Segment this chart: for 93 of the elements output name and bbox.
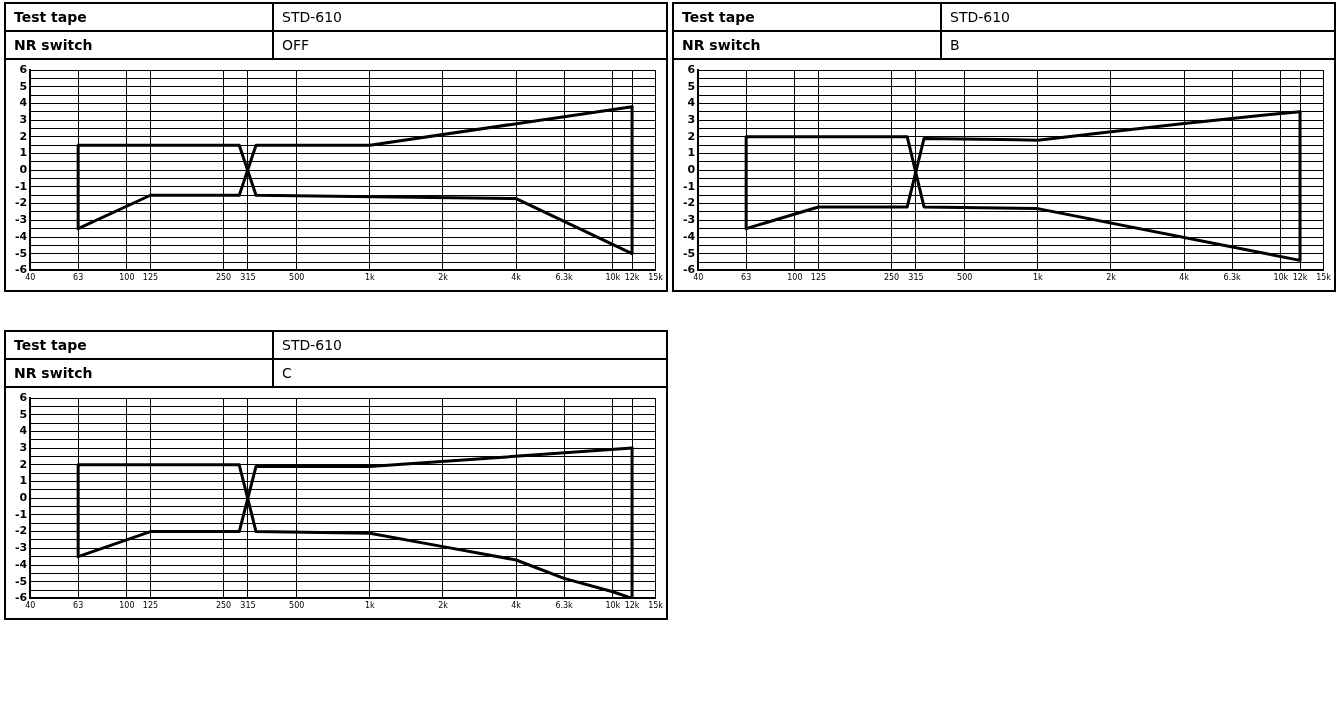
x-tick-label: 12k [624, 273, 640, 283]
y-tick-label: -4 [14, 229, 28, 243]
x-tick-label: 125 [142, 273, 159, 283]
x-tick-label: 63 [73, 601, 84, 611]
text: Test tape [674, 4, 941, 31]
x-tick-label: 40 [25, 273, 36, 283]
y-tick-label: 4 [19, 96, 28, 110]
x-tick-label: 1k [364, 601, 376, 611]
text: STD-610 [941, 4, 1334, 31]
x-tick-label: 100 [787, 273, 803, 283]
x-tick-label: 4k [511, 273, 522, 283]
y-tick-label: 3 [19, 440, 28, 454]
y-tick-label: 5 [19, 79, 28, 93]
x-tick-label: 500 [289, 601, 305, 611]
text: B [941, 31, 1334, 59]
y-tick-label: -5 [14, 574, 28, 588]
text: C [273, 359, 666, 387]
y-tick-label: 1 [19, 146, 28, 160]
x-tick-label: 100 [119, 601, 135, 611]
y-tick-label: 2 [19, 457, 28, 471]
text: NR switch [6, 31, 273, 59]
x-tick-label: 6.3k [555, 273, 574, 283]
y-tick-label: 2 [687, 129, 696, 143]
y-tick-label: 0 [19, 163, 28, 177]
x-tick-label: 2k [438, 601, 449, 611]
y-tick-label: 3 [19, 112, 28, 126]
x-tick-label: 40 [25, 601, 36, 611]
x-tick-label: 12k [1292, 273, 1308, 283]
x-tick-label: 250 [215, 601, 232, 611]
x-tick-label: 100 [119, 273, 135, 283]
x-tick-label: 1k [1032, 273, 1044, 283]
y-tick-label: -1 [14, 507, 28, 521]
x-tick-label: 15k [648, 273, 664, 283]
text: NR switch [674, 31, 941, 59]
y-tick-label: -1 [682, 179, 696, 193]
x-tick-label: 500 [289, 273, 305, 283]
y-tick-label: -3 [14, 213, 28, 227]
y-tick-label: -6 [682, 263, 696, 277]
y-tick-label: -2 [682, 196, 696, 210]
x-tick-label: 12k [624, 601, 640, 611]
y-tick-label: 6 [687, 62, 696, 76]
y-tick-label: 6 [19, 62, 28, 76]
x-tick-label: 10k [605, 273, 621, 283]
y-tick-label: -2 [14, 524, 28, 538]
y-tick-label: -3 [682, 213, 696, 227]
y-tick-label: 0 [687, 163, 696, 177]
x-tick-label: 15k [1316, 273, 1332, 283]
x-tick-label: 63 [73, 273, 84, 283]
x-tick-label: 1k [364, 273, 376, 283]
x-tick-label: 6.3k [555, 601, 574, 611]
y-tick-label: -6 [14, 591, 28, 605]
x-tick-label: 250 [883, 273, 900, 283]
y-tick-label: -1 [14, 179, 28, 193]
y-tick-label: 3 [687, 112, 696, 126]
x-tick-label: 4k [511, 601, 522, 611]
y-tick-label: -6 [14, 263, 28, 277]
y-tick-label: -4 [682, 229, 696, 243]
y-tick-label: -4 [14, 557, 28, 571]
x-tick-label: 63 [741, 273, 752, 283]
x-tick-label: 315 [240, 273, 256, 283]
y-tick-label: 4 [19, 424, 28, 438]
x-tick-label: 40 [693, 273, 704, 283]
y-tick-label: 4 [687, 96, 696, 110]
y-tick-label: 5 [19, 407, 28, 421]
text: Test tape [6, 4, 273, 31]
text: STD-610 [273, 4, 666, 31]
x-tick-label: 10k [1273, 273, 1289, 283]
x-tick-label: 500 [957, 273, 973, 283]
y-tick-label: -5 [682, 246, 696, 260]
y-tick-label: -3 [14, 541, 28, 555]
y-tick-label: 1 [687, 146, 696, 160]
y-tick-label: 2 [19, 129, 28, 143]
x-tick-label: 2k [438, 273, 449, 283]
text: Test tape [6, 332, 273, 359]
x-tick-label: 315 [240, 601, 256, 611]
x-tick-label: 4k [1179, 273, 1190, 283]
x-tick-label: 125 [810, 273, 827, 283]
y-tick-label: -5 [14, 246, 28, 260]
text: NR switch [6, 359, 273, 387]
y-tick-label: 1 [19, 474, 28, 488]
y-tick-label: 6 [19, 390, 28, 404]
x-tick-label: 125 [142, 601, 159, 611]
x-tick-label: 2k [1106, 273, 1117, 283]
x-tick-label: 15k [648, 601, 664, 611]
y-tick-label: 5 [687, 79, 696, 93]
text: OFF [273, 31, 666, 59]
x-tick-label: 10k [605, 601, 621, 611]
y-tick-label: -2 [14, 196, 28, 210]
text: STD-610 [273, 332, 666, 359]
x-tick-label: 250 [215, 273, 232, 283]
x-tick-label: 6.3k [1223, 273, 1242, 283]
y-tick-label: 0 [19, 491, 28, 505]
x-tick-label: 315 [908, 273, 924, 283]
